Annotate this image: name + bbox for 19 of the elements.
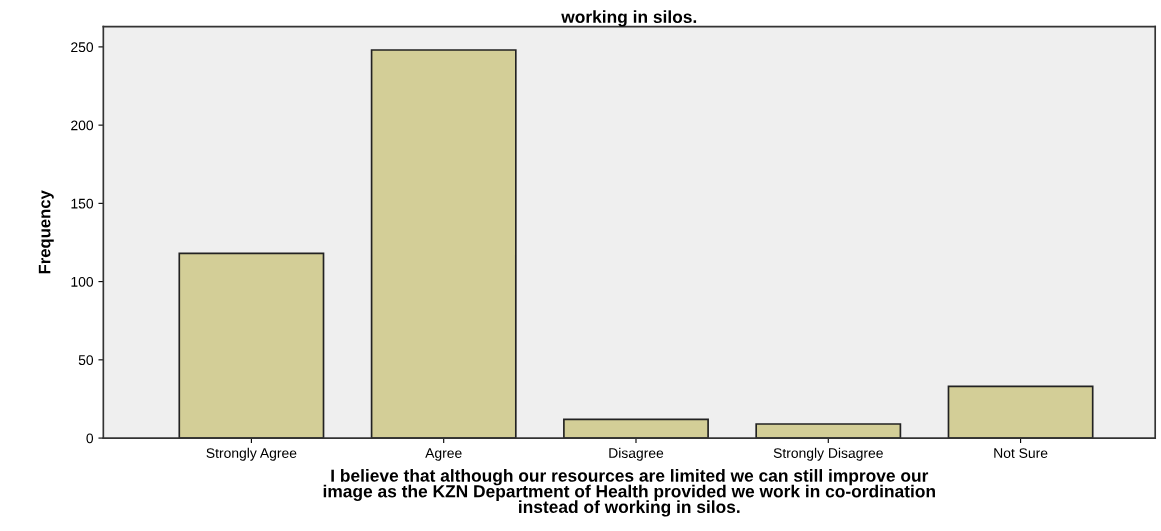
x-tick-label: Not Sure <box>994 448 1048 458</box>
x-tick-label: Agree <box>425 448 462 461</box>
y-tick-label: 150 <box>71 198 94 209</box>
y-tick-label: 0 <box>86 433 94 444</box>
y-tick-label: 250 <box>71 42 94 53</box>
x-axis-title: I believe that although our resources are limited we can still improve our image as the KZN Department of Health provided we work in co-ordination instead of working in silos. <box>323 469 935 517</box>
y-tick-label: 100 <box>71 276 94 287</box>
y-axis-title: Frequency <box>38 190 54 274</box>
bar <box>370 49 517 439</box>
x-tick-label: Strongly Disagree <box>773 447 883 461</box>
bar <box>563 418 709 439</box>
bar <box>755 423 902 439</box>
x-tick-label: Strongly Agree <box>206 447 297 461</box>
x-tick-label: Disagree <box>609 447 664 461</box>
y-tick-label: 50 <box>78 355 94 366</box>
bar <box>178 252 325 439</box>
y-tick-label: 200 <box>71 120 94 131</box>
bar <box>947 385 1094 439</box>
chart-title: working in silos. <box>561 10 697 27</box>
